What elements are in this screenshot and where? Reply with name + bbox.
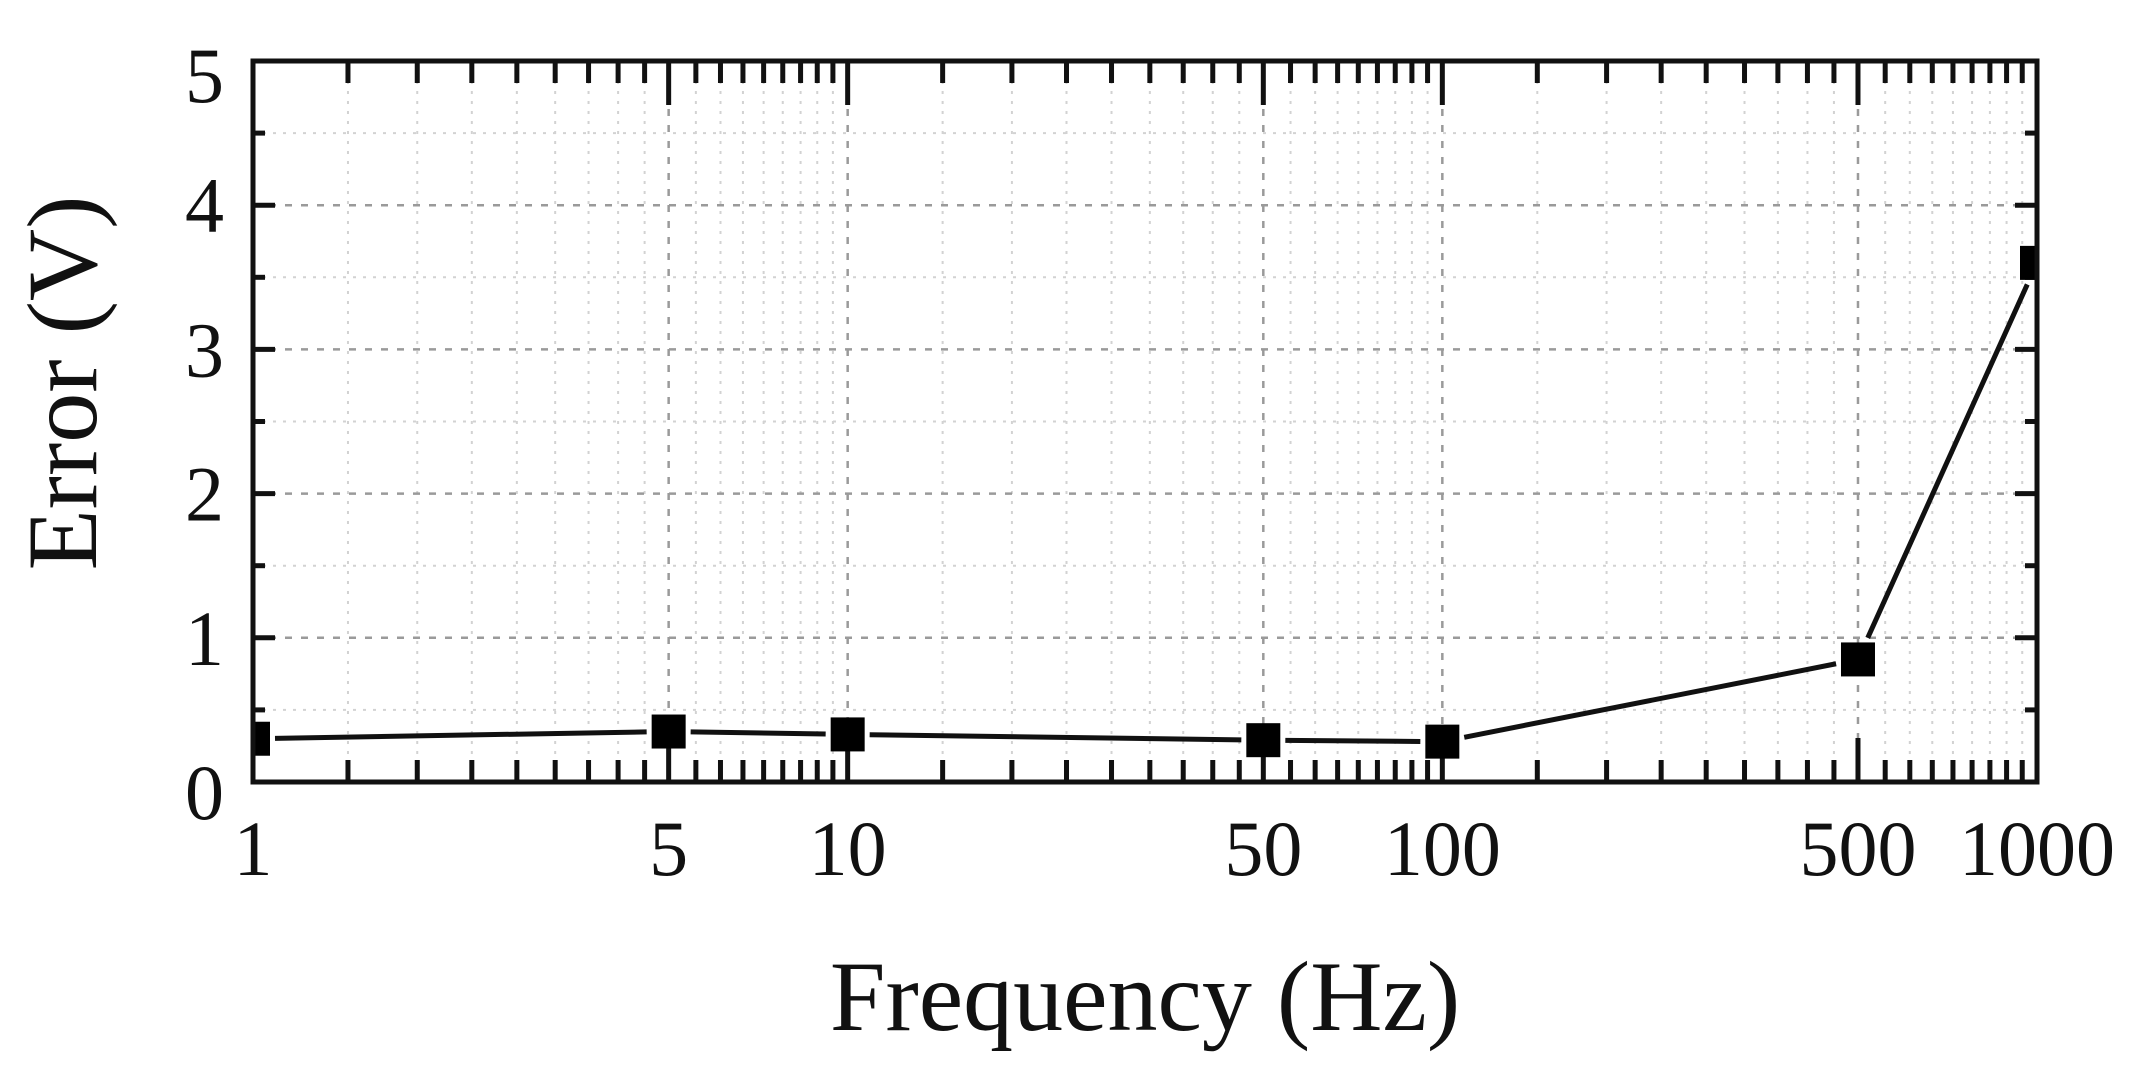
x-tick-label: 1000 bbox=[1959, 805, 2115, 892]
square-marker-icon bbox=[2020, 245, 2037, 280]
y-tick-label: 5 bbox=[185, 32, 224, 119]
x-tick-label: 10 bbox=[809, 805, 887, 892]
x-axis-tick-labels: 1 5 10 50 100 500 1000 bbox=[234, 805, 2116, 892]
square-marker-icon bbox=[830, 717, 865, 752]
series-line-segment bbox=[274, 729, 647, 741]
y-tick-label: 3 bbox=[185, 306, 224, 393]
y-axis-tick-labels: 0 1 2 3 4 5 bbox=[185, 32, 224, 836]
series-line-segment bbox=[690, 729, 826, 737]
y-tick-label: 1 bbox=[185, 595, 224, 682]
series-line-segment bbox=[1285, 737, 1421, 744]
data-series bbox=[253, 245, 2037, 759]
series-line-segment bbox=[869, 732, 1242, 743]
square-marker-icon bbox=[253, 721, 270, 756]
series-line-segment bbox=[1463, 661, 1837, 740]
y-tick-label: 0 bbox=[185, 749, 224, 836]
y-axis-title: Error (V) bbox=[7, 196, 118, 571]
x-tick-label: 500 bbox=[1799, 805, 1916, 892]
square-marker-icon bbox=[651, 714, 686, 749]
minor-gridlines bbox=[253, 61, 2037, 782]
square-marker-icon bbox=[1425, 724, 1460, 759]
x-tick-label: 100 bbox=[1384, 805, 1501, 892]
x-tick-label: 1 bbox=[234, 805, 273, 892]
series-line-segment bbox=[1865, 283, 2030, 639]
y-tick-label: 4 bbox=[185, 162, 224, 249]
square-marker-icon bbox=[1840, 642, 1875, 677]
square-marker-icon bbox=[1246, 723, 1281, 758]
x-tick-label: 5 bbox=[649, 805, 688, 892]
series-error bbox=[253, 245, 2037, 759]
x-axis-title: Frequency (Hz) bbox=[830, 941, 1460, 1052]
plot-frame bbox=[250, 58, 2040, 785]
x-tick-label: 50 bbox=[1224, 805, 1302, 892]
y-tick-label: 2 bbox=[185, 451, 224, 538]
